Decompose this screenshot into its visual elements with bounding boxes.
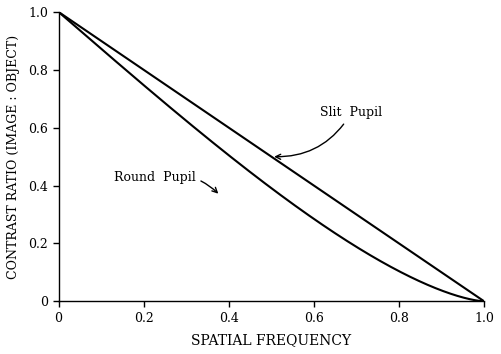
Text: Round  Pupil: Round Pupil (114, 171, 217, 193)
Y-axis label: CONTRAST RATIO (IMAGE : OBJECT): CONTRAST RATIO (IMAGE : OBJECT) (7, 35, 20, 279)
X-axis label: SPATIAL FREQUENCY: SPATIAL FREQUENCY (191, 333, 351, 347)
Text: Slit  Pupil: Slit Pupil (276, 106, 382, 159)
